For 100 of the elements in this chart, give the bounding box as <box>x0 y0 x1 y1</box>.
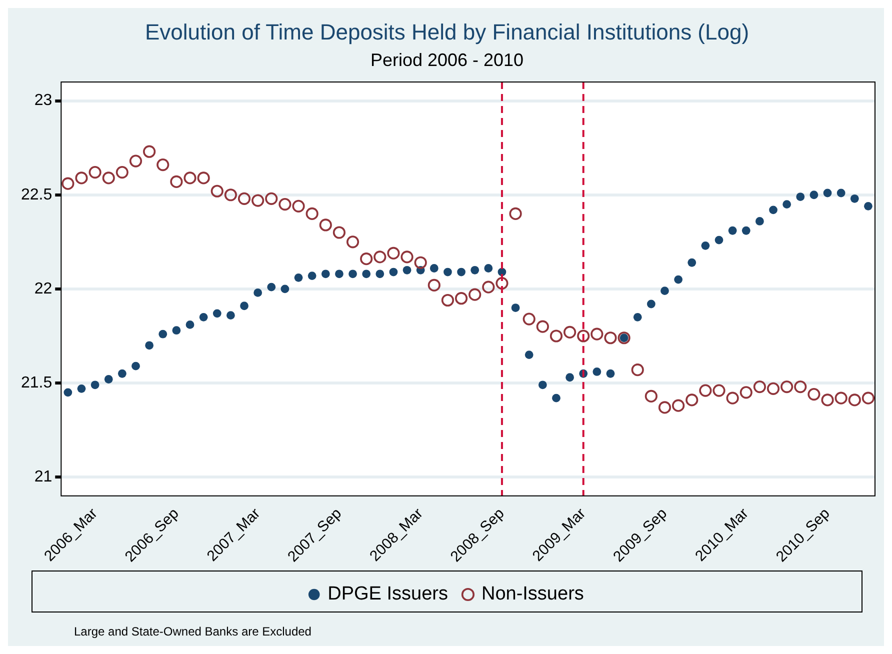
point <box>389 268 398 276</box>
point <box>552 394 560 402</box>
point <box>88 166 102 179</box>
point <box>672 399 685 412</box>
point <box>592 368 602 376</box>
point <box>726 392 739 404</box>
point <box>728 226 737 235</box>
point <box>468 288 482 301</box>
y-tick-label: 21.5 <box>21 374 52 392</box>
point <box>454 292 468 305</box>
point <box>212 309 222 318</box>
point <box>631 364 644 376</box>
point <box>129 154 142 168</box>
point <box>210 184 224 198</box>
point <box>186 320 194 329</box>
point <box>156 158 170 172</box>
point <box>104 375 113 384</box>
point <box>238 192 251 205</box>
point <box>75 172 88 184</box>
point <box>836 188 846 198</box>
point <box>158 330 168 338</box>
point <box>294 273 303 282</box>
point <box>118 369 126 378</box>
point <box>102 172 115 184</box>
point <box>742 226 750 235</box>
point <box>400 250 414 264</box>
point <box>321 270 330 278</box>
point <box>376 270 384 278</box>
point <box>132 362 140 370</box>
y-tick-label: 21 <box>34 468 52 486</box>
chart-title: Evolution of Time Deposits Held by Financial Institutions (Log) <box>144 19 750 44</box>
point <box>712 384 726 397</box>
y-tick-label: 22.5 <box>21 186 52 204</box>
point <box>482 280 495 294</box>
point <box>566 373 574 382</box>
point <box>753 380 766 394</box>
point <box>90 380 100 390</box>
point <box>292 200 305 212</box>
point <box>308 272 316 280</box>
legend-label: DPGE Issuers <box>328 584 448 605</box>
text: Large and State-Owned Banks are Excluded <box>74 624 312 638</box>
point <box>402 266 412 274</box>
point <box>821 394 834 406</box>
point <box>766 382 780 395</box>
point <box>646 300 656 308</box>
point <box>374 250 386 264</box>
point <box>444 268 452 276</box>
point <box>538 380 547 390</box>
point <box>550 330 563 342</box>
point <box>522 312 536 326</box>
point <box>524 350 534 359</box>
point <box>145 341 154 350</box>
chart-subtitle: Period 2006 - 2010 <box>370 50 524 70</box>
point <box>64 388 72 397</box>
point <box>633 312 642 322</box>
point <box>77 384 86 393</box>
point <box>823 188 832 198</box>
point <box>226 311 235 320</box>
point <box>387 246 400 260</box>
point <box>755 217 764 226</box>
point <box>536 320 549 333</box>
point <box>810 190 818 200</box>
point <box>319 218 332 232</box>
point <box>862 392 875 404</box>
point <box>346 236 360 248</box>
point <box>199 312 208 322</box>
point <box>674 275 683 284</box>
point <box>864 202 872 210</box>
point <box>782 200 792 208</box>
point <box>740 386 752 399</box>
point <box>850 194 859 203</box>
point <box>197 172 210 184</box>
point <box>714 236 724 244</box>
point <box>511 304 520 312</box>
point <box>428 278 440 292</box>
point <box>509 207 522 220</box>
point <box>796 192 805 201</box>
point <box>484 264 493 272</box>
point <box>470 266 480 274</box>
y-tick-label: 22 <box>34 280 52 298</box>
point <box>335 270 344 278</box>
point <box>306 207 318 220</box>
point <box>686 394 698 406</box>
y-tick-label: 23 <box>34 92 52 110</box>
point <box>362 270 371 278</box>
point <box>170 175 183 188</box>
point <box>332 226 346 239</box>
point <box>441 294 454 307</box>
point <box>280 284 290 294</box>
legend-label: Non-Issuers <box>481 584 584 605</box>
point <box>808 388 820 401</box>
point <box>794 380 807 394</box>
point <box>606 369 615 378</box>
point <box>143 145 156 158</box>
point <box>172 326 181 335</box>
point <box>496 277 508 290</box>
point <box>184 172 196 184</box>
point <box>457 268 466 276</box>
point <box>834 392 848 404</box>
point <box>240 302 248 310</box>
